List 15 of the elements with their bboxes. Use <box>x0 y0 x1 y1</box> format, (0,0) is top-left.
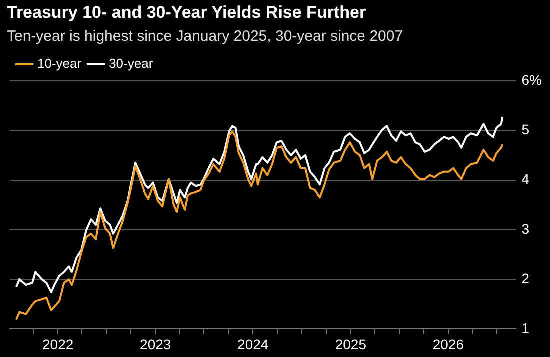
y-tick-label: 6% <box>522 72 542 88</box>
chart-subtitle: Ten-year is highest since January 2025, 30-year since 2007 <box>7 28 404 45</box>
y-tick-label: 2 <box>522 270 530 286</box>
x-tick-label: 2022 <box>42 336 74 352</box>
y-tick-label: 1 <box>522 320 530 336</box>
x-tick-label: 2025 <box>335 336 367 352</box>
x-tick-label: 2023 <box>140 336 172 352</box>
chart-title: Treasury 10- and 30-Year Yields Rise Further <box>7 3 366 23</box>
x-tick-label: 2024 <box>238 336 269 352</box>
x-tick-label: 2026 <box>432 336 464 352</box>
y-tick-label: 3 <box>522 220 530 237</box>
legend-label: 30-year <box>109 56 154 72</box>
legend-label: 10-year <box>38 56 82 72</box>
y-tick-label: 5 <box>522 122 530 138</box>
y-tick-label: 4 <box>522 171 530 188</box>
